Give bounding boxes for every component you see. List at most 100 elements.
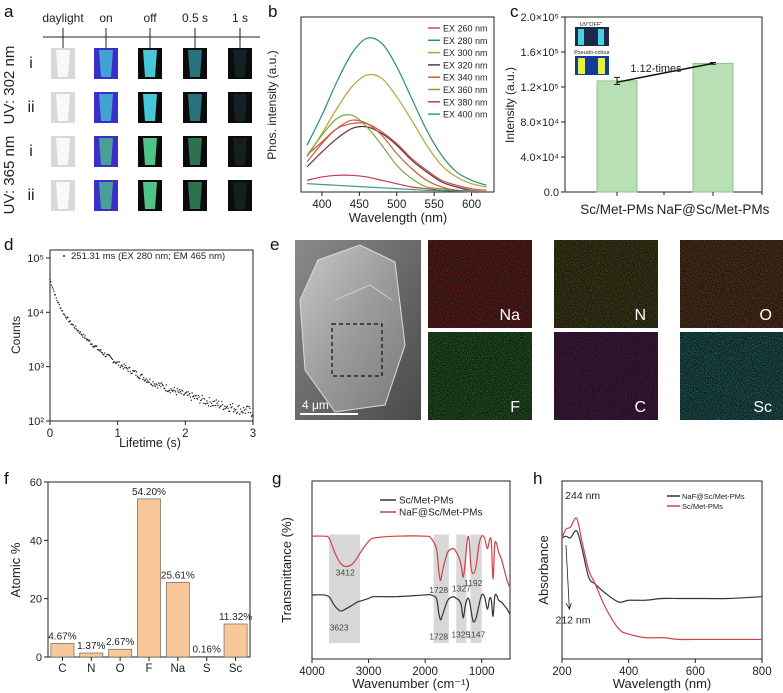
data-point — [49, 278, 51, 281]
legend-label: EX 340 nm — [443, 73, 488, 83]
data-point — [134, 370, 136, 372]
data-point — [149, 378, 151, 380]
y-tick-label: 1.6×10⁵ — [520, 47, 559, 59]
data-point — [177, 390, 179, 392]
series-line — [306, 183, 487, 193]
data-point — [250, 415, 253, 418]
y-tick-label: 10⁵ — [27, 253, 44, 265]
x-tick-label: 600 — [686, 666, 705, 678]
x-tick-label: 400 — [312, 199, 331, 211]
data-point — [146, 380, 149, 382]
panel-label-f: f — [4, 469, 9, 488]
data-point — [128, 366, 131, 369]
crystal-edge — [334, 284, 393, 301]
data-point — [160, 386, 162, 388]
data-point — [96, 345, 98, 347]
data-point — [243, 409, 246, 412]
category-label: Sc/Met-PMs — [580, 202, 654, 217]
data-point — [74, 327, 76, 330]
data-point — [114, 361, 116, 363]
panel-label-d: d — [4, 235, 13, 254]
data-point — [252, 415, 254, 417]
data-point — [110, 356, 112, 359]
data-point — [64, 316, 67, 319]
y-tick-label: 8.0×10⁴ — [520, 117, 559, 129]
y-tick-label: 10⁴ — [27, 307, 44, 319]
sample-tube — [143, 50, 157, 77]
data-point — [217, 400, 220, 403]
data-point — [72, 324, 75, 326]
series-line — [306, 125, 487, 193]
data-point — [200, 399, 203, 401]
inset-label: Pseudo-colour — [574, 50, 610, 56]
bar — [223, 623, 248, 658]
data-point — [117, 361, 119, 363]
data-point — [224, 407, 227, 410]
sample-photo — [228, 48, 252, 79]
sample-tube — [233, 50, 247, 77]
data-point — [110, 357, 113, 360]
bar — [79, 652, 104, 658]
element-label: C — [634, 399, 646, 416]
x-tick-label: 3 — [250, 428, 256, 440]
series-line — [311, 535, 511, 589]
data-point — [231, 406, 233, 408]
data-point — [232, 411, 235, 413]
data-point — [151, 385, 153, 387]
panel-label-e: e — [270, 235, 279, 254]
data-point — [93, 346, 95, 348]
sample-tube — [188, 182, 202, 209]
data-point — [164, 387, 166, 389]
sample-tube — [188, 50, 202, 77]
y-tick-label: 0.0 — [544, 187, 559, 199]
shaded-band — [456, 534, 467, 643]
data-point — [75, 325, 77, 327]
data-point — [178, 391, 180, 394]
panel-label-h: h — [533, 469, 542, 488]
data-point — [153, 385, 155, 387]
data-point — [227, 407, 229, 409]
series-line — [306, 119, 487, 193]
plot-frame — [311, 480, 511, 660]
data-point — [232, 402, 234, 405]
data-point — [65, 318, 68, 320]
data-point — [121, 364, 123, 366]
data-point — [105, 355, 107, 358]
data-point — [100, 349, 102, 351]
category-label: C — [58, 663, 66, 675]
data-point — [210, 402, 213, 405]
panel-label-b: b — [268, 2, 277, 21]
data-point — [103, 354, 105, 356]
panel-d-chart: 0 1 2 3 10² 10³ 10⁴ 10⁵ 251.31 ms (EX 280 nm; EM… — [9, 249, 256, 450]
panel-label-a: a — [4, 2, 14, 21]
data-point — [73, 326, 75, 328]
legend-marker — [63, 255, 65, 257]
data-point — [139, 377, 141, 380]
data-point — [174, 390, 176, 392]
panel-c-chart: 0.0 4.0×10⁴ 8.0×10⁴ 1.2×10⁵ 1.6×10⁵ 2.0×10⁵ Sc… — [503, 12, 770, 217]
data-point — [124, 366, 126, 369]
peak-label: 3412 — [336, 567, 355, 577]
data-point — [54, 294, 57, 296]
data-point — [162, 384, 164, 387]
legend-label: EX 380 nm — [443, 97, 488, 107]
data-point — [206, 400, 208, 402]
data-point — [176, 388, 178, 390]
data-point — [173, 386, 175, 389]
element-label: Na — [500, 307, 521, 324]
data-point — [88, 339, 90, 341]
value-label: 11.32% — [219, 612, 252, 623]
peak-label: 212 nm — [555, 614, 590, 626]
eds-map-na — [428, 240, 532, 328]
x-tick-label: 2000 — [412, 666, 438, 678]
panel-f-chart: 0 20 40 60 4.67% C 1.37% N 2.67% O 54.20% F 25.61% Na… — [8, 477, 252, 675]
data-point — [207, 405, 210, 407]
data-point — [53, 290, 55, 292]
data-point — [160, 382, 163, 384]
data-point — [50, 284, 53, 287]
data-point — [135, 371, 138, 373]
data-point — [237, 405, 239, 408]
sample-photo — [228, 92, 252, 123]
data-point — [129, 371, 132, 373]
bar — [137, 498, 161, 658]
